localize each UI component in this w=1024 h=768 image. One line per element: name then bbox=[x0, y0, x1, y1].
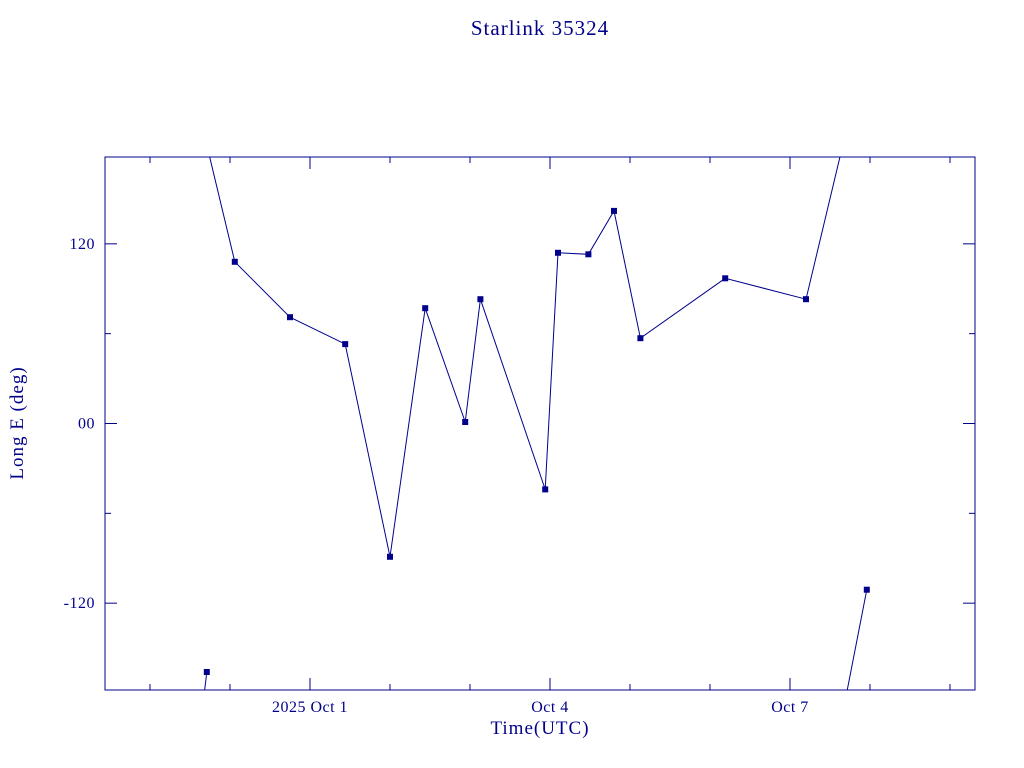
data-point-marker bbox=[585, 251, 592, 258]
series-line bbox=[204, 671, 208, 690]
data-point-marker bbox=[231, 258, 238, 265]
chart-title: Starlink 35324 bbox=[470, 16, 610, 40]
x-axis-title: Time(UTC) bbox=[490, 718, 590, 739]
data-point-marker bbox=[637, 335, 644, 342]
data-point-marker bbox=[203, 669, 210, 675]
x-tick-label: 2025 Oct 1 bbox=[272, 699, 348, 716]
data-point-marker bbox=[287, 314, 293, 321]
data-point-marker bbox=[555, 249, 561, 256]
y-tick-label: 120 bbox=[70, 236, 96, 253]
y-tick-label: 00 bbox=[78, 416, 95, 433]
series-longitude-track bbox=[203, 157, 870, 690]
data-point-marker bbox=[477, 296, 484, 303]
data-point-marker bbox=[462, 419, 469, 425]
x-tick-label: Oct 4 bbox=[531, 699, 569, 716]
data-point-marker bbox=[342, 341, 349, 348]
series-line bbox=[209, 157, 841, 557]
plot-frame bbox=[104, 156, 976, 691]
data-point-marker bbox=[611, 207, 617, 214]
data-point-marker bbox=[863, 586, 870, 593]
data-point-marker bbox=[803, 296, 809, 303]
series-line bbox=[846, 589, 868, 690]
data-point-marker bbox=[387, 553, 393, 560]
data-point-marker bbox=[422, 305, 429, 312]
data-point-marker bbox=[542, 486, 549, 493]
x-tick-label: Oct 7 bbox=[771, 699, 809, 716]
data-point-marker bbox=[722, 275, 729, 282]
axis-ticks bbox=[105, 157, 975, 690]
y-tick-label: -120 bbox=[64, 595, 95, 612]
